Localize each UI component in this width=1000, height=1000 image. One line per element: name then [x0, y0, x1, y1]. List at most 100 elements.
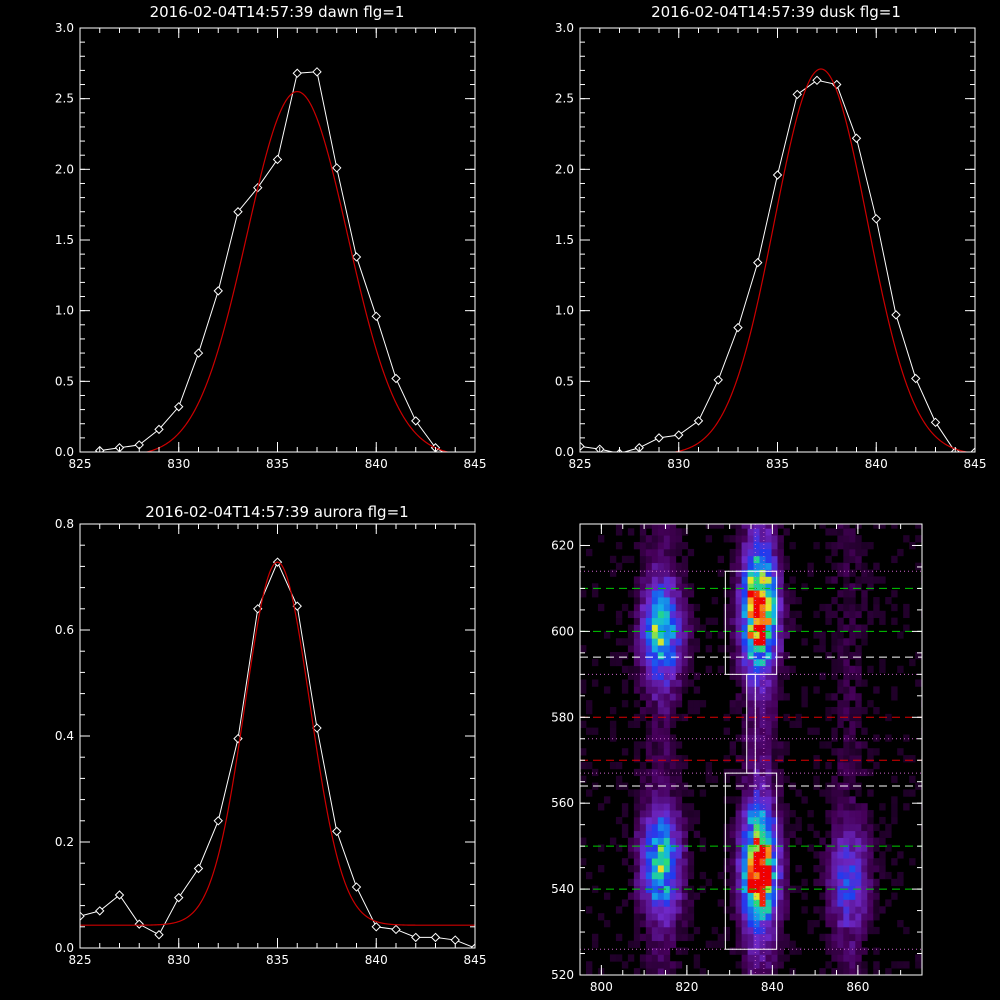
heatmap-cell [729, 672, 737, 680]
heatmap-cell [777, 524, 784, 529]
heatmap-cell [591, 727, 599, 735]
y-tick-label: 2.0 [55, 162, 74, 176]
heatmap-cell [849, 548, 856, 557]
heatmap-cell [765, 755, 772, 763]
heatmap-cell [849, 871, 856, 880]
heatmap-cell [639, 610, 647, 619]
heatmap-cell [633, 851, 641, 859]
heatmap-cell [843, 851, 850, 859]
heatmap-cell [879, 830, 886, 838]
heatmap-cell [651, 624, 659, 632]
heatmap-cell [609, 720, 617, 728]
heatmap-cell [825, 576, 832, 584]
heatmap-cell [747, 865, 754, 873]
heatmap-cell [867, 610, 874, 619]
heatmap-cell [855, 961, 862, 969]
heatmap-cell [669, 810, 677, 818]
heatmap-cell [855, 871, 862, 880]
heatmap-cell [651, 844, 659, 852]
heatmap-cell [735, 810, 742, 818]
chart-title: 2016-02-04T14:57:39 dusk flg=1 [651, 3, 901, 21]
heatmap-cell [843, 603, 850, 612]
heatmap-cell [747, 631, 754, 639]
heatmap-cell [837, 562, 844, 570]
heatmap-cell [633, 610, 641, 619]
heatmap-cell [663, 768, 671, 777]
heatmap-cell [765, 638, 772, 646]
heatmap-cell [669, 748, 677, 756]
heatmap-cell [687, 665, 695, 674]
heatmap-cell [735, 926, 742, 935]
heatmap-cell [891, 686, 898, 694]
heatmap-cell [777, 851, 784, 859]
heatmap-cell [753, 555, 760, 564]
heatmap-cell [645, 954, 653, 962]
heatmap-cell [855, 542, 862, 550]
heatmap-cell [855, 720, 862, 728]
heatmap-cell [849, 706, 856, 715]
heatmap-cell [729, 555, 737, 564]
heatmap-cell [753, 603, 760, 612]
heatmap-cell [657, 933, 665, 942]
heatmap-cell [771, 610, 778, 619]
heatmap-cell [669, 878, 677, 887]
heatmap-cell [795, 610, 802, 619]
heatmap-cell [867, 816, 874, 825]
heatmap-cell [837, 542, 844, 550]
heatmap-cell [741, 906, 748, 914]
heatmap-cell [615, 906, 623, 914]
heatmap-cell [837, 906, 844, 914]
heatmap-cell [657, 830, 665, 838]
heatmap-cell [633, 913, 641, 921]
heatmap-cell [735, 906, 742, 914]
heatmap-cell [867, 878, 874, 887]
heatmap-cell [759, 837, 766, 845]
heatmap-cell [843, 535, 850, 543]
heatmap-cell [735, 734, 742, 742]
heatmap-cell [897, 920, 904, 928]
heatmap-cell [867, 926, 874, 935]
heatmap-cell [681, 803, 689, 811]
heatmap-cell [861, 816, 868, 825]
heatmap-cell [699, 624, 707, 632]
heatmap-cell [723, 727, 731, 735]
heatmap-cell [741, 926, 748, 935]
y-tick-label: 2.5 [55, 92, 74, 106]
heatmap-cell [885, 597, 892, 605]
heatmap-cell [867, 899, 874, 907]
heatmap-cell [765, 741, 772, 749]
heatmap-cell [849, 603, 856, 612]
heatmap-cell [873, 858, 880, 866]
heatmap-cell [789, 617, 796, 625]
heatmap-cell [615, 528, 623, 536]
heatmap-cell [699, 700, 707, 708]
heatmap-cell [849, 892, 856, 900]
heatmap-cell [651, 524, 659, 529]
heatmap-cell [849, 624, 856, 632]
heatmap-cell [735, 700, 742, 708]
heatmap-cell [603, 631, 611, 639]
heatmap-cell [580, 858, 587, 866]
heatmap-cell [897, 851, 904, 859]
heatmap-cell [723, 535, 731, 543]
heatmap-cell [651, 741, 659, 749]
heatmap-cell [663, 851, 671, 859]
heatmap-cell [687, 617, 695, 625]
heatmap-cell [753, 878, 760, 887]
heatmap-cell [663, 878, 671, 887]
heatmap-cell [855, 562, 862, 570]
heatmap-cell [609, 569, 617, 577]
heatmap-cell [855, 524, 862, 529]
heatmap-cell [753, 665, 760, 674]
heatmap-cell [777, 603, 784, 612]
heatmap-cell [639, 961, 647, 969]
heatmap-cell [741, 734, 748, 742]
data-point [95, 906, 105, 916]
heatmap-cell [609, 727, 617, 735]
heatmap-cell [645, 665, 653, 674]
heatmap-cell [801, 700, 808, 708]
heatmap-cell [675, 837, 683, 845]
heatmap-cell [675, 672, 683, 680]
heatmap-cell [651, 810, 659, 818]
